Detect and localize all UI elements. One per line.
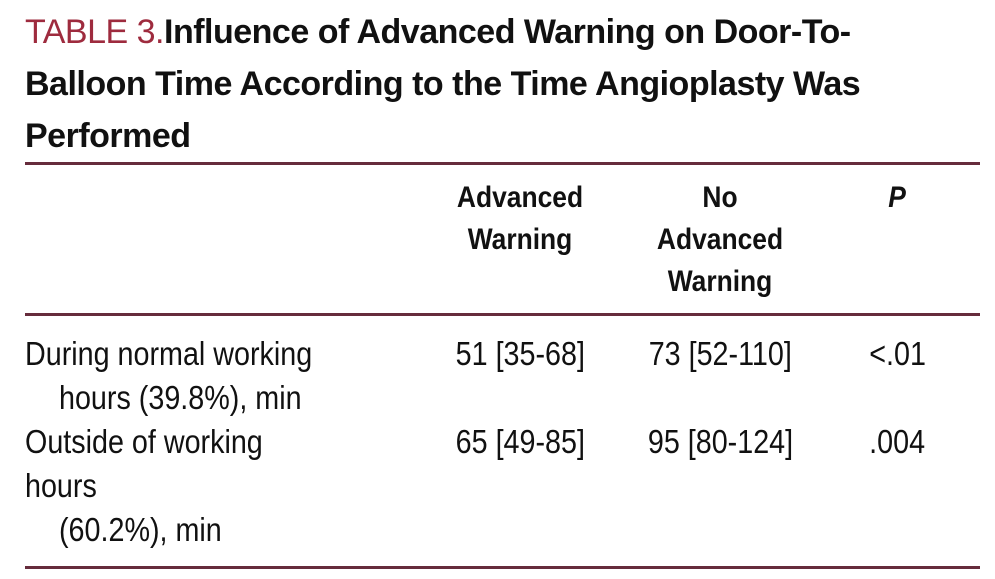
cell-normal-hours-p: <.01 [815, 332, 980, 420]
cell-outside-hours-p: .004 [815, 420, 980, 552]
header-cell-p-value: P [815, 177, 980, 303]
header-cell-empty [25, 177, 415, 303]
value-normal-hours-no-advanced: 73 [52-110] [648, 335, 792, 372]
cell-outside-hours-advanced: 65 [49-85] [415, 420, 625, 552]
header-label-no-advanced-warning: No Advanced Warning [656, 181, 784, 298]
table-title: TABLE 3.Influence of Advanced Warning on… [25, 0, 980, 162]
header-label-p-value: P [888, 181, 907, 214]
value-outside-hours-advanced: 65 [49-85] [455, 423, 585, 460]
top-rule [25, 162, 980, 165]
value-normal-hours-p: <.01 [869, 335, 926, 372]
table-figure: TABLE 3.Influence of Advanced Warning on… [25, 0, 980, 579]
table-number-label: TABLE 3. [25, 13, 165, 51]
value-normal-hours-advanced: 51 [35-68] [455, 335, 585, 372]
row-label-normal-hours-line-1: During normal working [25, 335, 313, 372]
header-label-advanced-warning: Advanced Warning [456, 181, 584, 256]
value-outside-hours-no-advanced: 95 [80-124] [647, 423, 793, 460]
header-cell-no-advanced-warning: No Advanced Warning [625, 177, 815, 303]
cell-normal-hours-advanced: 51 [35-68] [415, 332, 625, 420]
cell-outside-hours-no-advanced: 95 [80-124] [625, 420, 815, 552]
row-label-normal-hours-line-2: hours (39.8%), min [59, 379, 302, 416]
cell-normal-hours-no-advanced: 73 [52-110] [625, 332, 815, 420]
table-title-line-1: TABLE 3.Influence of Advanced Warning on… [25, 6, 980, 58]
value-outside-hours-p: .004 [869, 423, 926, 460]
header-rule [25, 313, 980, 316]
table-row: During normal working hours (39.8%), min… [25, 316, 980, 420]
row-label-normal-hours: During normal working hours (39.8%), min [25, 332, 415, 420]
table-row: Outside of working hours (60.2%), min 65… [25, 420, 980, 552]
table-header-row: Advanced Warning No Advanced Warning P [25, 165, 980, 313]
header-cell-advanced-warning: Advanced Warning [415, 177, 625, 303]
row-label-outside-hours-line-1: Outside of working hours [25, 423, 263, 504]
row-label-outside-hours: Outside of working hours (60.2%), min [25, 420, 415, 552]
table-title-line-3: Performed [25, 117, 191, 155]
table-title-line-2: Balloon Time According to the Time Angio… [25, 65, 861, 103]
bottom-rule [25, 566, 980, 569]
row-label-outside-hours-line-2: (60.2%), min [59, 511, 222, 548]
table-title-text-1: Influence of Advanced Warning on Door-To… [164, 13, 851, 51]
